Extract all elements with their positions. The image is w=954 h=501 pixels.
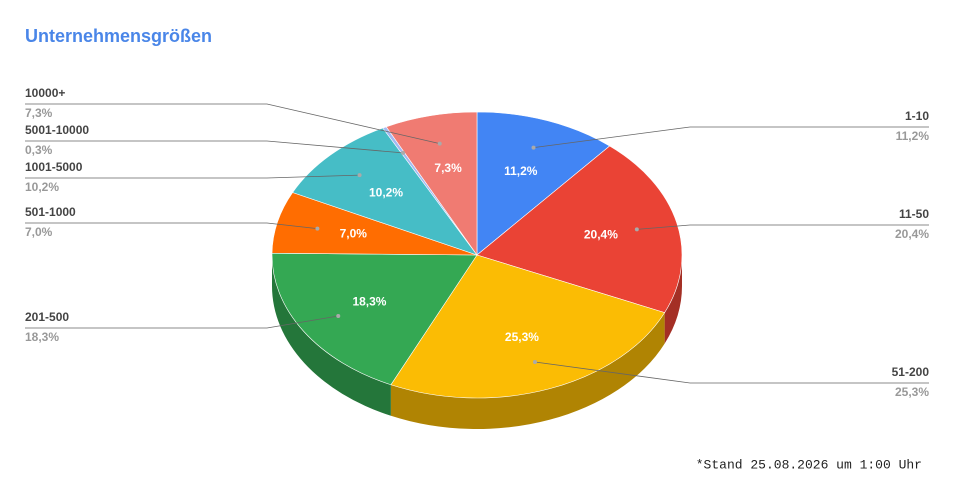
legend-value: 10,2% xyxy=(25,180,59,194)
slice xyxy=(390,254,666,399)
legend-value: 18,3% xyxy=(25,330,59,344)
leader-line xyxy=(636,224,929,230)
legend-label: 5001-10000 xyxy=(25,123,89,137)
legend-label: 11-50 xyxy=(899,207,929,221)
slice-label: 20,4% xyxy=(584,227,618,241)
slice-label: 25,3% xyxy=(505,330,539,344)
slice xyxy=(476,111,611,256)
slice-label: 11,2% xyxy=(504,164,538,178)
slice-label: 7,0% xyxy=(340,227,368,241)
slice-label: 18,3% xyxy=(352,294,386,308)
leader-line xyxy=(25,222,318,230)
leader-dot xyxy=(336,313,341,318)
leader-dot xyxy=(401,150,406,155)
leader-line xyxy=(25,174,360,179)
leader-line xyxy=(533,126,929,149)
slice-side xyxy=(390,312,665,429)
legend-value: 7,3% xyxy=(25,106,53,120)
leader-dot xyxy=(357,173,362,178)
leader-line xyxy=(25,103,440,144)
slice xyxy=(476,145,683,313)
leader-dot xyxy=(634,227,639,232)
legend-value: 11,2% xyxy=(896,129,930,143)
leader-dot xyxy=(532,360,537,365)
chart-title: Unternehmensgrößen xyxy=(25,26,212,46)
legend-label: 51-200 xyxy=(892,365,930,379)
leader-dot xyxy=(437,141,442,146)
legend-value: 7,0% xyxy=(25,225,53,239)
legend-value: 20,4% xyxy=(895,227,929,241)
slice xyxy=(292,127,478,256)
leader-line xyxy=(534,361,929,384)
slice-label: 10,2% xyxy=(369,185,403,199)
legend-value: 0,3% xyxy=(25,143,53,157)
slice-side xyxy=(664,255,682,344)
slice-label: 7,3% xyxy=(434,161,462,175)
slice xyxy=(271,252,478,386)
leader-dot xyxy=(315,226,320,231)
legend-label: 201-500 xyxy=(25,310,69,324)
leader-line xyxy=(25,140,404,154)
legend-value: 25,3% xyxy=(895,385,929,399)
legend-label: 1001-5000 xyxy=(25,160,83,174)
legend-label: 10000+ xyxy=(25,86,65,100)
slice-side xyxy=(272,255,391,416)
leader-line xyxy=(25,315,339,329)
legend-label: 1-10 xyxy=(905,109,929,123)
legend-label: 501-1000 xyxy=(25,205,76,219)
leader-dot xyxy=(531,145,536,150)
slice xyxy=(385,111,478,256)
footnote: *Stand 25.08.2026 um 1:00 Uhr xyxy=(696,457,922,472)
